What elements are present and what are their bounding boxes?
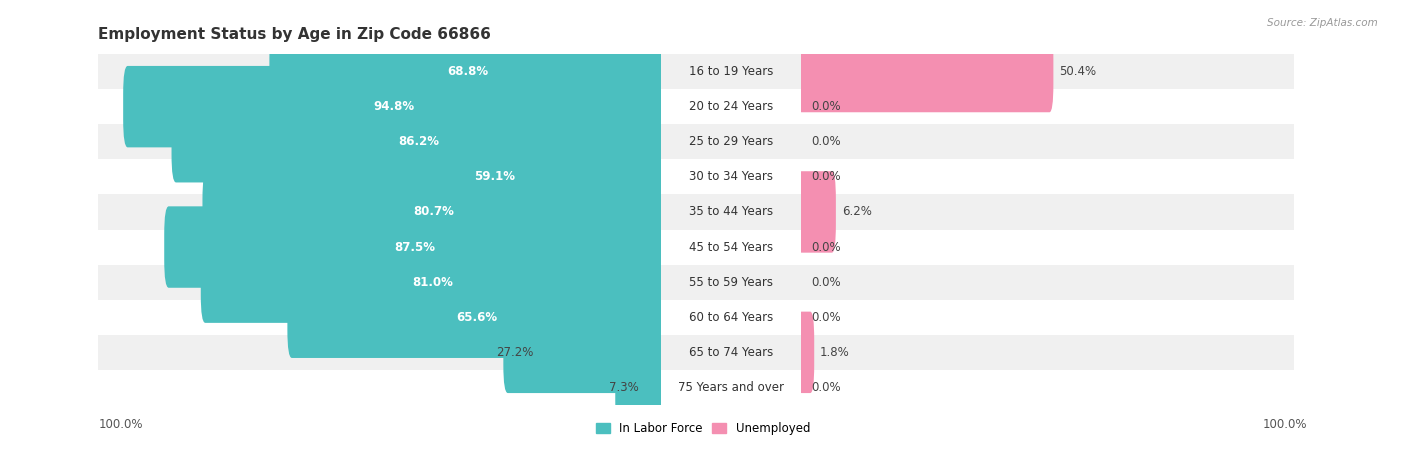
Text: 65 to 74 Years: 65 to 74 Years [689, 346, 773, 359]
Text: 50.4%: 50.4% [1059, 65, 1097, 78]
Bar [98, 265, 661, 300]
Text: 27.2%: 27.2% [496, 346, 534, 359]
Text: Source: ZipAtlas.com: Source: ZipAtlas.com [1267, 18, 1378, 28]
Bar [98, 159, 661, 194]
Text: 100.0%: 100.0% [1263, 418, 1308, 432]
Bar [98, 335, 661, 370]
Bar [661, 300, 801, 335]
FancyBboxPatch shape [287, 277, 665, 358]
Text: 20 to 24 Years: 20 to 24 Years [689, 100, 773, 113]
Bar [801, 300, 1294, 335]
Bar [801, 194, 1294, 230]
Bar [98, 300, 661, 335]
Bar [801, 89, 1294, 124]
Text: 6.2%: 6.2% [842, 206, 872, 218]
Text: 30 to 34 Years: 30 to 34 Years [689, 171, 773, 183]
FancyBboxPatch shape [165, 207, 665, 288]
Bar [661, 230, 801, 265]
Bar [661, 89, 801, 124]
FancyBboxPatch shape [797, 171, 835, 252]
Text: 94.8%: 94.8% [374, 100, 415, 113]
Bar [801, 335, 1294, 370]
Text: 35 to 44 Years: 35 to 44 Years [689, 206, 773, 218]
FancyBboxPatch shape [172, 101, 665, 182]
Text: 16 to 19 Years: 16 to 19 Years [689, 65, 773, 78]
FancyBboxPatch shape [797, 312, 814, 393]
Text: 0.0%: 0.0% [811, 311, 841, 324]
Bar [98, 230, 661, 265]
Bar [98, 89, 661, 124]
Text: 0.0%: 0.0% [811, 276, 841, 288]
Bar [98, 54, 661, 89]
Bar [801, 265, 1294, 300]
Text: 1.8%: 1.8% [820, 346, 849, 359]
Text: 60 to 64 Years: 60 to 64 Years [689, 311, 773, 324]
FancyBboxPatch shape [503, 312, 665, 393]
Text: 68.8%: 68.8% [447, 65, 488, 78]
Text: 0.0%: 0.0% [811, 241, 841, 253]
FancyBboxPatch shape [270, 31, 665, 112]
FancyBboxPatch shape [201, 242, 665, 323]
Text: 59.1%: 59.1% [474, 171, 515, 183]
Text: 25 to 29 Years: 25 to 29 Years [689, 135, 773, 148]
FancyBboxPatch shape [202, 171, 665, 252]
Text: 100.0%: 100.0% [98, 418, 143, 432]
Bar [661, 124, 801, 159]
Bar [98, 370, 661, 405]
Text: 87.5%: 87.5% [394, 241, 436, 253]
Bar [98, 194, 661, 230]
Text: 80.7%: 80.7% [413, 206, 454, 218]
Bar [98, 124, 661, 159]
Bar [801, 54, 1294, 89]
Bar [661, 54, 801, 89]
Text: 0.0%: 0.0% [811, 171, 841, 183]
Bar [661, 265, 801, 300]
Text: 45 to 54 Years: 45 to 54 Years [689, 241, 773, 253]
Legend: In Labor Force, Unemployed: In Labor Force, Unemployed [591, 417, 815, 440]
Text: 55 to 59 Years: 55 to 59 Years [689, 276, 773, 288]
Text: 0.0%: 0.0% [811, 100, 841, 113]
FancyBboxPatch shape [797, 31, 1053, 112]
Bar [801, 230, 1294, 265]
Bar [661, 335, 801, 370]
FancyBboxPatch shape [323, 136, 665, 217]
Text: 86.2%: 86.2% [398, 135, 439, 148]
Text: Employment Status by Age in Zip Code 66866: Employment Status by Age in Zip Code 668… [98, 27, 491, 42]
Text: 65.6%: 65.6% [456, 311, 496, 324]
Text: 0.0%: 0.0% [811, 135, 841, 148]
Text: 81.0%: 81.0% [412, 276, 454, 288]
Bar [661, 194, 801, 230]
Bar [801, 159, 1294, 194]
Text: 75 Years and over: 75 Years and over [678, 381, 785, 394]
Text: 7.3%: 7.3% [609, 381, 638, 394]
Bar [801, 370, 1294, 405]
FancyBboxPatch shape [124, 66, 665, 147]
Text: 0.0%: 0.0% [811, 381, 841, 394]
Bar [801, 124, 1294, 159]
Bar [661, 370, 801, 405]
FancyBboxPatch shape [616, 347, 665, 428]
Bar [661, 159, 801, 194]
